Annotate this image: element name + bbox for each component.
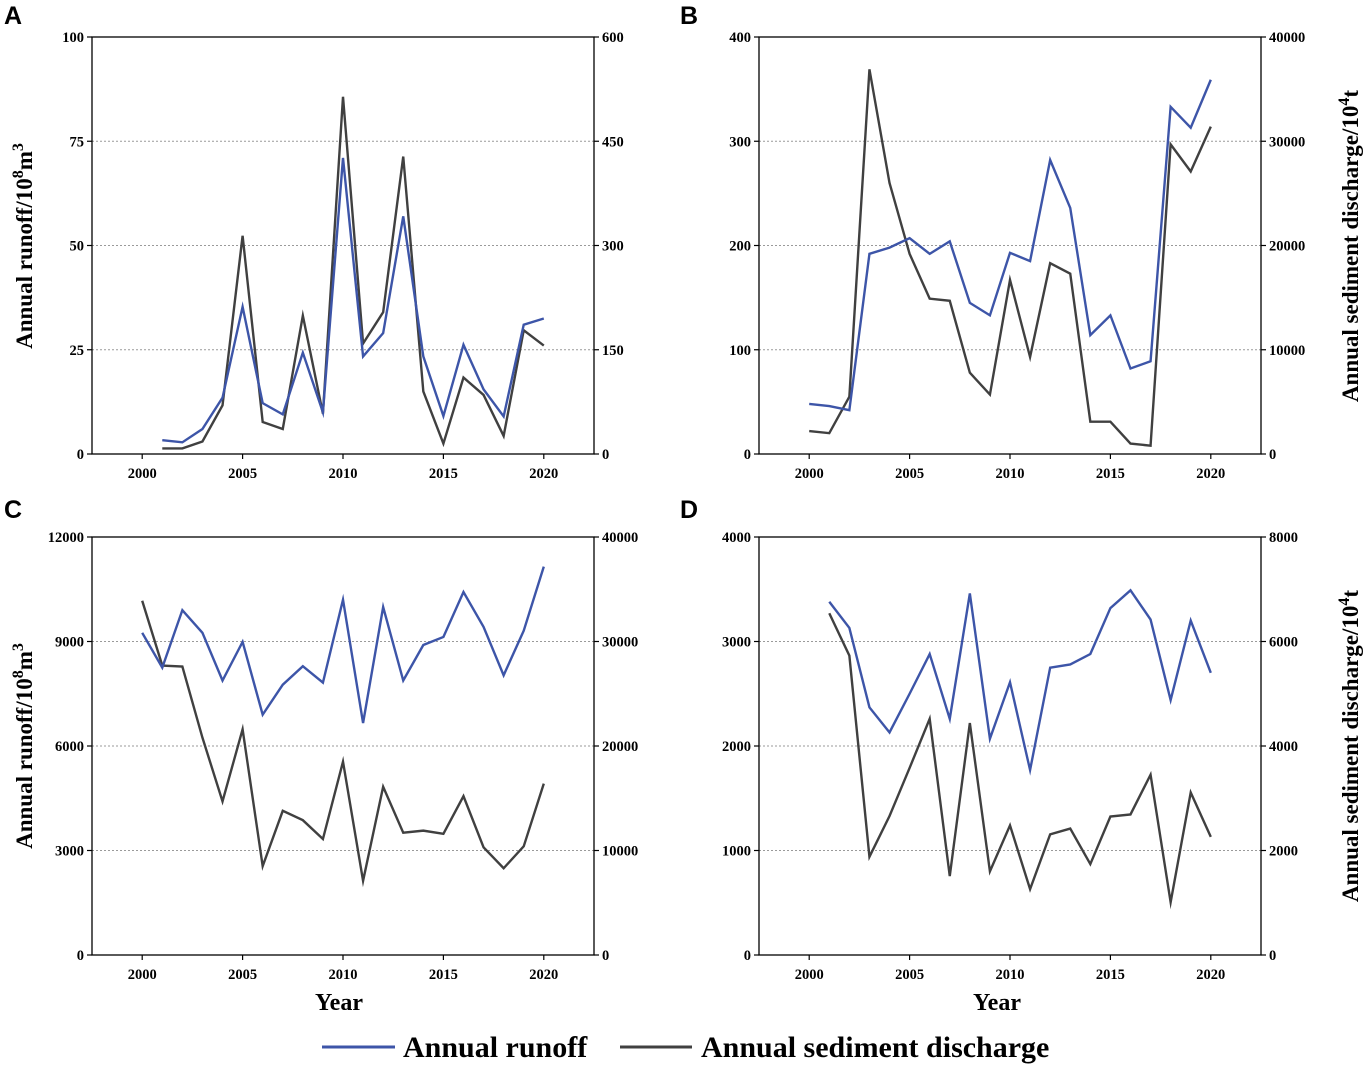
panel-a-right-tick-label: 150 [602,343,624,359]
panel-d-left-tick-label: 4000 [722,530,751,546]
panel-d-label: D [680,496,698,524]
panel-d-x-axis-title: Year [973,990,1021,1016]
panel-c-right-tick-label: 40000 [602,530,638,546]
panel-a-x-tick-label: 2020 [529,466,558,482]
panel-b-series [809,69,1212,447]
panel-c-left-tick-label: 9000 [55,635,84,651]
panel-a-left-axis-title: Annual runoff/108m3 [10,143,37,349]
panel-d-right-tick-label: 2000 [1269,844,1298,860]
legend-sediment-label: Annual sediment discharge [701,1031,1049,1064]
panel-a-sediment-line [162,96,545,450]
panel-b-right-tick-label: 30000 [1269,134,1305,150]
panel-c: C 0 3000 6000 9000 12000 0 10000 20000 30000 4000… [4,496,638,1016]
panel-a-left-tick-label: 25 [70,343,85,359]
panel-a-x-tick-label: 2010 [329,466,358,482]
panel-c-gridlines [92,641,594,851]
panel-c-x-tick-label: 2005 [228,967,257,983]
panel-d-runoff-line [828,588,1212,776]
panel-c-right-tick-label: 0 [602,948,609,964]
panel-c-x-tick-label: 2000 [128,967,157,983]
panel-d-right-tick-label: 6000 [1269,635,1298,651]
panel-c-axes: 0 3000 6000 9000 12000 0 10000 20000 30000 40000 2… [48,530,639,983]
panel-c-x-tick-label: 2010 [329,967,358,983]
panel-a-right-tick-label: 450 [602,134,624,150]
panel-a-left-tick-label: 50 [70,239,85,255]
panel-b-x-tick-label: 2000 [795,466,824,482]
panel-b-sediment-line [809,69,1212,447]
panel-c-left-tick-label: 6000 [55,739,84,755]
panel-c-left-axis-title: Annual runoff/108m3 [10,643,37,849]
panel-c-x-axis-title: Year [315,990,363,1016]
panel-d-plot-frame [758,536,1262,956]
panel-a-left-tick-label: 0 [77,447,84,463]
panel-a-right-tick-label: 600 [602,30,624,46]
panel-b-gridlines [759,140,1261,351]
panel-a-right-tick-label: 0 [602,447,609,463]
panel-b-x-tick-label: 2010 [996,466,1025,482]
panel-b-right-tick-label: 10000 [1269,343,1305,359]
panel-a-series [162,96,545,450]
panel-b-plot-frame [758,36,1262,455]
panel-b-left-tick-label: 300 [729,134,751,150]
panel-b-right-tick-label: 0 [1269,447,1276,463]
panel-d-sediment-line [828,612,1212,910]
panel-d: D 0 1000 2000 3000 4000 0 2000 4000 6000 8000 2000… [680,496,1363,1016]
panel-a: A 0 25 50 75 100 0 150 300 450 600 2000 2005 2010 201… [4,2,624,482]
panel-b-runoff-line [809,79,1212,412]
legend: Annual runoff Annual sediment discharge [322,1031,1049,1064]
panel-a-label: A [4,2,22,30]
panel-c-left-tick-label: 0 [77,948,84,964]
panel-d-left-tick-label: 1000 [722,844,751,860]
panel-d-left-tick-label: 3000 [722,635,751,651]
panel-c-runoff-line [141,566,545,724]
panel-a-left-tick-label: 100 [62,30,84,46]
panel-a-x-tick-label: 2000 [128,466,157,482]
panel-d-right-tick-label: 0 [1269,948,1276,964]
panel-d-left-tick-label: 2000 [722,739,751,755]
panel-d-right-tick-label: 4000 [1269,739,1298,755]
panel-b-label: B [680,2,698,30]
panel-b-x-tick-label: 2005 [895,466,924,482]
panel-a-runoff-line [162,157,545,444]
panel-a-x-tick-label: 2005 [228,466,257,482]
panel-c-label: C [4,496,22,524]
panel-b-right-tick-label: 40000 [1269,30,1305,46]
panel-d-x-tick-label: 2010 [996,967,1025,983]
panel-b: B 0 100 200 300 400 0 10000 20000 30000 40000 2000… [680,2,1363,482]
panel-a-right-tick-label: 300 [602,239,624,255]
panel-b-right-tick-label: 20000 [1269,239,1305,255]
panel-d-right-axis-title: Annual sediment discharge/104t [1336,590,1363,902]
panel-c-series [141,566,545,888]
panel-b-x-tick-label: 2020 [1196,466,1225,482]
panel-d-left-tick-label: 0 [744,948,751,964]
panel-d-x-tick-label: 2005 [895,967,924,983]
panel-b-x-tick-label: 2015 [1096,466,1125,482]
panel-b-left-tick-label: 0 [744,447,751,463]
panel-c-right-tick-label: 10000 [602,844,638,860]
panel-b-right-axis-title: Annual sediment discharge/104t [1336,90,1363,402]
panel-d-series [828,588,1212,910]
panel-a-left-tick-label: 75 [70,134,85,150]
panel-c-left-tick-label: 3000 [55,844,84,860]
panel-c-right-tick-label: 20000 [602,739,638,755]
panel-c-x-tick-label: 2020 [529,967,558,983]
panel-c-left-tick-label: 12000 [48,530,84,546]
panel-d-right-tick-label: 8000 [1269,530,1298,546]
panel-c-x-tick-label: 2015 [429,967,458,983]
panel-c-sediment-line [141,600,545,888]
panel-d-x-tick-label: 2020 [1196,967,1225,983]
panel-c-right-tick-label: 30000 [602,635,638,651]
panel-d-x-tick-label: 2000 [795,967,824,983]
panel-b-axes: 0 100 200 300 400 0 10000 20000 30000 40000 2000 20… [729,30,1305,482]
legend-runoff-label: Annual runoff [403,1031,588,1064]
panel-b-left-tick-label: 200 [729,239,751,255]
panel-d-x-tick-label: 2015 [1096,967,1125,983]
panel-a-x-tick-label: 2015 [429,466,458,482]
panel-b-left-tick-label: 100 [729,343,751,359]
panel-d-axes: 0 1000 2000 3000 4000 0 2000 4000 6000 8000 2000 20… [722,530,1298,983]
panel-a-axes: 0 25 50 75 100 0 150 300 450 600 2000 2005 2010 2015 2… [62,30,624,482]
panel-b-left-tick-label: 400 [729,30,751,46]
